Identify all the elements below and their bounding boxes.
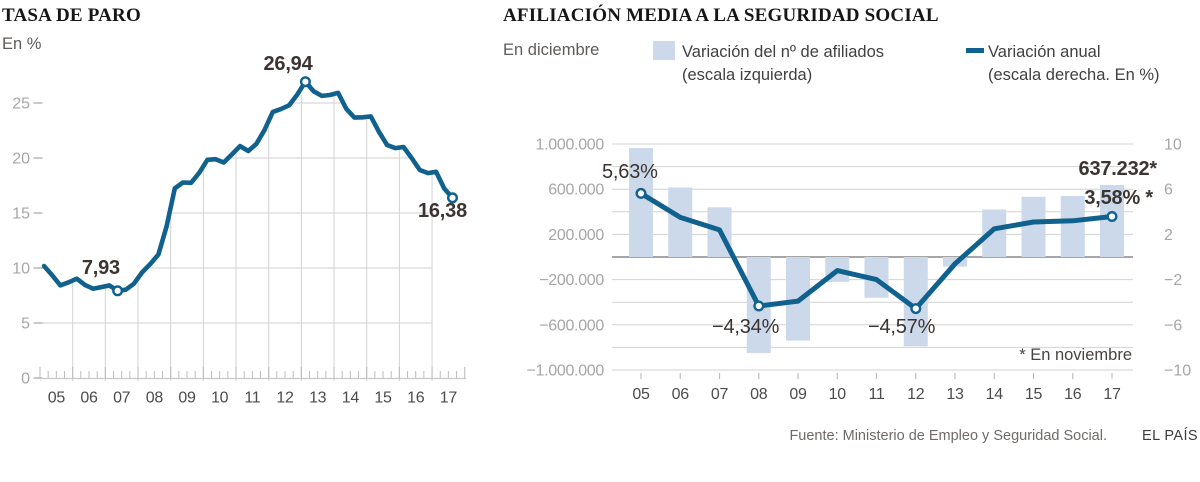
annotation-2005-pct: 5,63% (602, 161, 658, 183)
x-axis-label: 13 (309, 390, 327, 407)
x-axis-label: 06 (80, 390, 98, 407)
annotation-2017-affiliates: 637.232* (1078, 158, 1158, 180)
bar-swatch-icon (653, 41, 675, 60)
point-marker (112, 285, 124, 297)
legend-line: Variación anual (escala derecha. En %) (966, 41, 1160, 87)
legend-bars: Variación del nº de afiliados (escala iz… (653, 41, 884, 87)
x-axis-label: 14 (342, 390, 360, 407)
x-axis-label: 11 (868, 386, 884, 403)
right-axis-label: 6 (1164, 182, 1173, 199)
left-axis-label: −1.000.000 (526, 363, 604, 380)
x-axis-label: 07 (113, 390, 131, 407)
right-chart-subtitle: En diciembre (503, 41, 600, 59)
affiliates-bar (1060, 196, 1085, 257)
point-marker (635, 187, 647, 199)
x-axis-label: 05 (632, 386, 650, 403)
left-chart-subtitle: En % (2, 35, 42, 53)
unemployment-line (41, 79, 455, 294)
point-marker (299, 76, 311, 88)
right-axis-label: −10 (1164, 363, 1191, 380)
left-axis-label: 600.000 (548, 182, 604, 199)
right-axis-label: 2 (1164, 227, 1173, 244)
y-axis-label: 15 (12, 206, 30, 223)
right-chart-title: AFILIACIÓN MEDIA A LA SEGURIDAD SOCIAL (503, 5, 939, 26)
right-axis-label: 10 (1164, 137, 1182, 154)
affiliates-bar (629, 148, 653, 257)
left-axis-label: 200.000 (548, 227, 604, 244)
x-axis-label: 08 (750, 386, 768, 403)
annotation-2012-pct: −4,57% (868, 316, 936, 338)
annotation-latest-value: 16,38 (417, 200, 467, 222)
left-axis-label: 1.000.000 (536, 137, 605, 154)
x-axis-label: 06 (672, 386, 690, 403)
left-axis-label: −600.000 (539, 317, 604, 334)
left-grid (40, 95, 433, 381)
y-axis-label: 10 (12, 261, 30, 278)
affiliates-bar (1021, 196, 1046, 257)
x-axis-label: 12 (907, 386, 925, 403)
x-axis-label: 15 (374, 390, 392, 407)
x-axis-label: 17 (440, 390, 458, 407)
x-axis-label: 10 (211, 390, 229, 407)
x-axis-label: 14 (986, 386, 1004, 403)
x-axis-label: 07 (711, 386, 729, 403)
right-axis-label: −6 (1164, 317, 1182, 334)
legend-bars-label: Variación del nº de afiliados (682, 43, 885, 61)
legend-line-label: Variación anual (988, 43, 1101, 61)
point-marker (753, 300, 765, 312)
annotation-low-value: 7,93 (81, 257, 120, 279)
right-axis-label: −2 (1164, 272, 1182, 289)
line-swatch-icon (966, 48, 984, 53)
legend-bars-sublabel: (escala izquierda) (682, 66, 813, 84)
x-axis-label: 08 (146, 390, 164, 407)
annotation-2008-pct: −4,34% (712, 316, 780, 338)
source-credit: Fuente: Ministerio de Empleo y Seguridad… (789, 428, 1107, 444)
point-marker (1106, 210, 1118, 222)
x-axis-label: 16 (407, 390, 425, 407)
point-marker (447, 192, 459, 204)
y-axis-label: 5 (21, 316, 30, 333)
x-axis-label: 15 (1025, 386, 1043, 403)
brand-logo: EL PAÍS (1142, 428, 1198, 444)
footnote-november: * En noviembre (1019, 346, 1132, 364)
annual-variation-line (638, 190, 1115, 312)
x-axis-label: 10 (829, 386, 847, 403)
y-axis-label: 0 (21, 371, 30, 388)
x-axis-label: 17 (1103, 386, 1121, 403)
x-axis-label: 13 (946, 386, 964, 403)
annotation-2017-pct: 3,58% * (1084, 187, 1153, 209)
point-marker (910, 303, 922, 315)
x-axis-label: 16 (1064, 386, 1082, 403)
x-axis-label: 11 (244, 390, 260, 407)
y-axis-label: 20 (12, 151, 30, 168)
x-axis-label: 09 (789, 386, 807, 403)
x-axis-label: 12 (276, 390, 294, 407)
left-axis-label: −200.000 (539, 272, 604, 289)
legend-line-sublabel: (escala derecha. En %) (988, 66, 1160, 84)
x-axis-label: 09 (178, 390, 196, 407)
annotation-peak-value: 26,94 (263, 53, 313, 75)
x-axis-label: 05 (48, 390, 66, 407)
left-chart-title: TASA DE PARO (2, 5, 141, 26)
y-axis-label: 25 (12, 96, 30, 113)
